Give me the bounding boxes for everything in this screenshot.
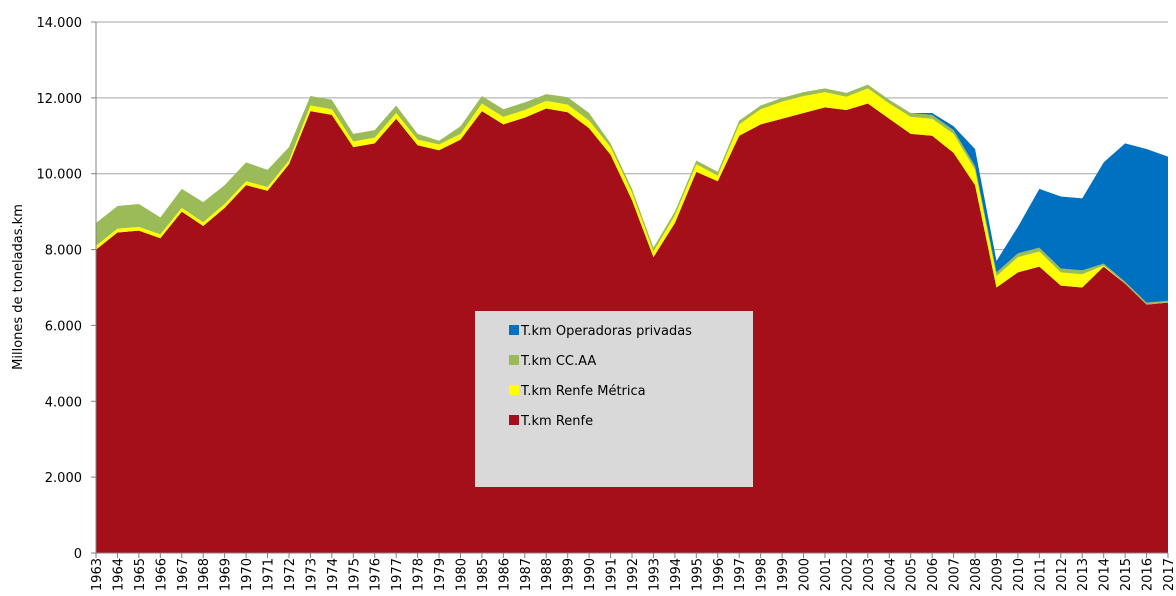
x-tick-label: 1992 — [626, 558, 641, 591]
x-tick-label: 2014 — [1098, 558, 1113, 591]
x-tick-label: 1989 — [562, 558, 577, 591]
x-tick-label: 1966 — [154, 558, 169, 591]
y-tick-label: 4.000 — [45, 395, 82, 410]
legend-swatch — [509, 385, 519, 395]
x-tick-label: 1995 — [690, 558, 705, 591]
legend-label: T.km Operadoras privadas — [520, 324, 692, 339]
x-tick-label: 1965 — [133, 558, 148, 591]
legend-label: T.km Renfe Métrica — [520, 384, 646, 399]
x-tick-label: 2003 — [862, 558, 877, 591]
x-tick-label: 1985 — [476, 558, 491, 591]
legend-swatch — [509, 355, 519, 365]
x-tick-label: 1974 — [326, 558, 341, 591]
y-tick-label: 14.000 — [37, 16, 83, 31]
y-tick-label: 12.000 — [37, 92, 83, 107]
y-axis-label: Millones de toneladas.km — [11, 204, 26, 370]
x-tick-label: 1998 — [755, 558, 770, 591]
x-tick-label: 1968 — [197, 558, 212, 591]
y-tick-label: 2.000 — [45, 471, 82, 486]
x-tick-label: 1963 — [90, 558, 105, 591]
x-tick-label: 1976 — [369, 558, 384, 591]
x-tick-label: 2002 — [840, 558, 855, 591]
x-tick-label: 2004 — [883, 558, 898, 591]
area — [96, 88, 1168, 305]
y-tick-label: 0 — [74, 547, 82, 562]
x-tick-label: 1971 — [262, 558, 277, 591]
x-tick-label: 2015 — [1119, 558, 1134, 591]
x-tick-label: 1979 — [433, 558, 448, 591]
legend-box — [475, 311, 753, 487]
x-tick-label: 1973 — [304, 558, 319, 591]
x-tick-label: 1967 — [176, 558, 191, 591]
x-tick-label: 1969 — [219, 558, 234, 591]
x-tick-label: 1972 — [283, 558, 298, 591]
x-tick-label: 1964 — [111, 558, 126, 591]
x-tick-label: 1975 — [347, 558, 362, 591]
x-tick-label: 2007 — [948, 558, 963, 591]
x-tick-label: 2013 — [1076, 558, 1091, 591]
x-tick-label: 2001 — [819, 558, 834, 591]
x-tick-label: 1980 — [454, 558, 469, 591]
x-tick-label: 2005 — [905, 558, 920, 591]
x-tick-label: 2012 — [1055, 558, 1070, 591]
x-tick-label: 1970 — [240, 558, 255, 591]
x-tick-label: 1994 — [669, 558, 684, 591]
x-tick-label: 1999 — [776, 558, 791, 591]
x-tick-label: 2017 — [1162, 558, 1176, 591]
x-tick-label: 2008 — [969, 558, 984, 591]
y-tick-label: 8.000 — [45, 244, 82, 259]
legend-label: T.km CC.AA — [520, 354, 596, 369]
x-tick-label: 2000 — [798, 558, 813, 591]
x-tick-label: 1991 — [605, 558, 620, 591]
x-tick-label: 1993 — [647, 558, 662, 591]
x-tick-label: 1996 — [712, 558, 727, 591]
x-tick-label: 2009 — [990, 558, 1005, 591]
x-tick-label: 1988 — [540, 558, 555, 591]
x-tick-label: 1978 — [412, 558, 427, 591]
y-tick-label: 6.000 — [45, 319, 82, 334]
x-tick-label: 1986 — [497, 558, 512, 591]
x-tick-label: 2016 — [1141, 558, 1156, 591]
y-tick-label: 10.000 — [37, 168, 83, 183]
x-tick-label: 1997 — [733, 558, 748, 591]
legend-swatch — [509, 325, 519, 335]
x-tick-label: 1990 — [583, 558, 598, 591]
x-tick-label: 1987 — [519, 558, 534, 591]
x-tick-label: 2011 — [1033, 558, 1048, 591]
x-tick-label: 2010 — [1012, 558, 1027, 591]
legend-swatch — [509, 415, 519, 425]
x-tick-label: 2006 — [926, 558, 941, 591]
x-tick-label: 1977 — [390, 558, 405, 591]
legend-label: T.km Renfe — [520, 414, 593, 429]
